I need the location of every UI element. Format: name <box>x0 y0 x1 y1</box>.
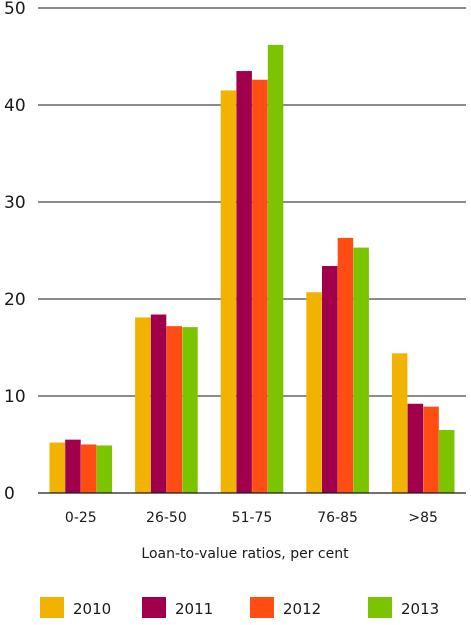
y-tick-label: 10 <box>4 387 26 407</box>
bar-2010-0-25 <box>49 442 65 493</box>
x-tick-label: 51-75 <box>232 510 273 526</box>
x-tick-label: 76-85 <box>317 510 358 526</box>
bar-2011-76-85 <box>322 266 338 493</box>
bar-2013-0-25 <box>96 445 113 493</box>
gridlines <box>38 7 466 397</box>
x-tick-label: 0-25 <box>65 510 97 526</box>
bar-2012-0-25 <box>80 444 97 493</box>
bar-2011-51-75 <box>236 71 252 494</box>
x-tick-label: 26-50 <box>146 510 187 526</box>
x-axis-label: Loan-to-value ratios, per cent <box>141 546 349 562</box>
bar-2010->85 <box>391 353 408 493</box>
bar-2011-26-50 <box>150 314 167 493</box>
legend-swatch-2010 <box>40 597 64 618</box>
legend: 2010 2011 2012 2013 <box>40 597 439 618</box>
x-axis-ticks: 0-25 26-50 51-75 76-85 >85 <box>65 510 438 526</box>
y-tick-label: 50 <box>4 0 26 19</box>
legend-label-2013: 2013 <box>401 600 439 618</box>
bar-2010-76-85 <box>306 292 322 493</box>
bar-2012-51-75 <box>252 79 268 493</box>
y-tick-label: 20 <box>4 290 26 310</box>
y-tick-label: 0 <box>4 484 15 504</box>
bar-2010-26-50 <box>135 317 151 493</box>
bar-2012-76-85 <box>337 237 354 493</box>
bar-2013-51-75 <box>267 44 284 494</box>
legend-label-2012: 2012 <box>283 600 321 618</box>
x-tick-label: >85 <box>408 510 438 526</box>
bar-2011-0-25 <box>65 439 81 493</box>
y-tick-label: 40 <box>4 96 26 116</box>
legend-label-2011: 2011 <box>175 600 213 618</box>
bar-2011->85 <box>407 403 424 493</box>
bar-2013-76-85 <box>353 247 369 493</box>
bar-2013-26-50 <box>182 327 198 493</box>
legend-swatch-2011 <box>142 597 166 618</box>
y-tick-label: 30 <box>4 193 26 213</box>
legend-swatch-2012 <box>250 597 274 618</box>
bar-2010-51-75 <box>220 90 237 493</box>
bar-2012->85 <box>423 406 439 493</box>
y-axis-ticks: 0 10 20 30 40 50 <box>4 0 26 504</box>
bar-2013->85 <box>439 429 455 493</box>
bar-2012-26-50 <box>166 326 182 493</box>
legend-label-2010: 2010 <box>73 600 111 618</box>
bars <box>49 44 455 494</box>
legend-swatch-2013 <box>368 597 392 618</box>
